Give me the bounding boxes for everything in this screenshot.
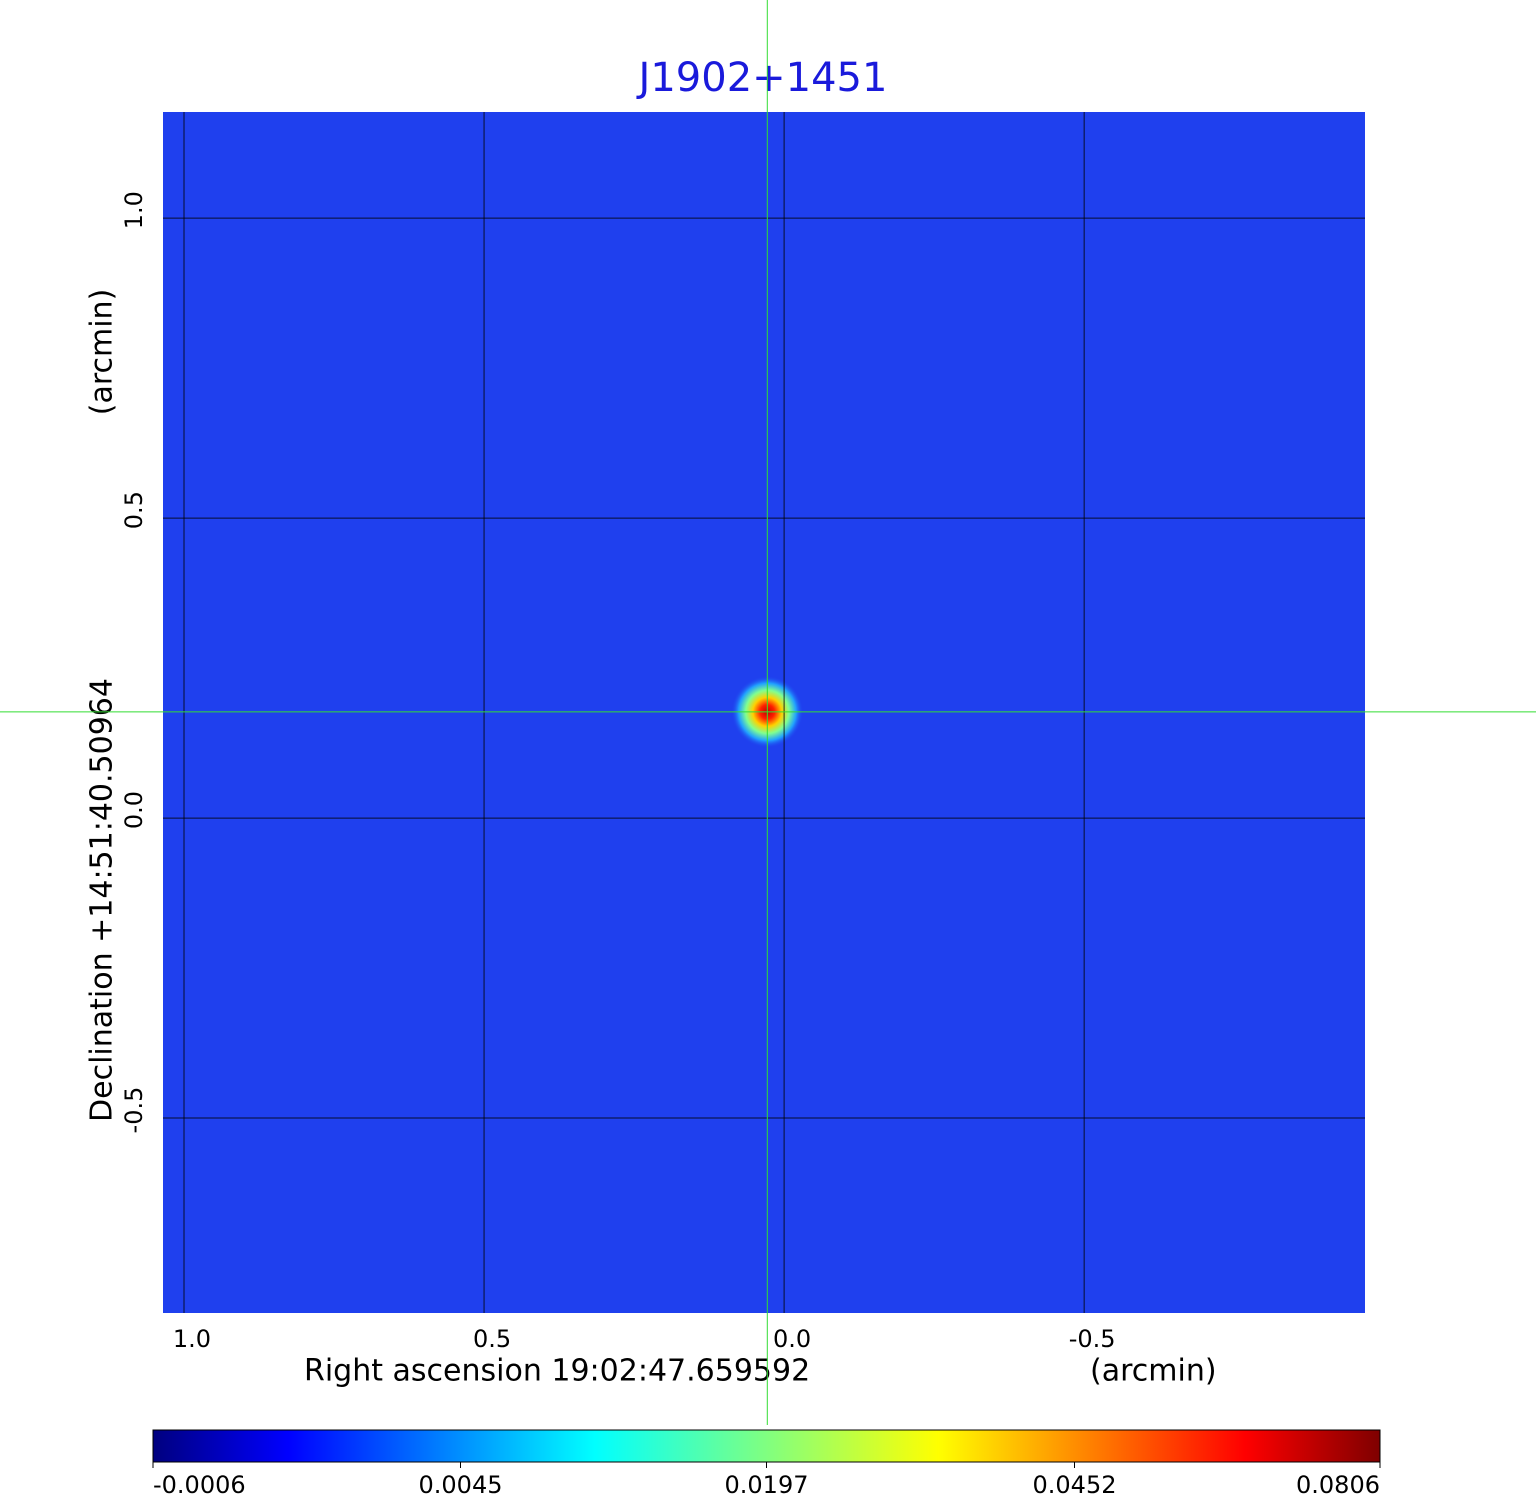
x-axis-unit: (arcmin) [1090, 1354, 1217, 1389]
y-tick-label: 1.0 [120, 191, 148, 229]
y-tick-label: -0.5 [120, 1087, 148, 1134]
x-axis-label: Right ascension 19:02:47.659592 [304, 1354, 810, 1389]
chart-title: J1902+1451 [636, 55, 888, 101]
x-tick-label: -0.5 [1069, 1325, 1116, 1353]
y-axis-label: Declination +14:51:40.50964 [85, 678, 120, 1122]
x-tick-label: 0.5 [473, 1325, 511, 1353]
colorbar-tick-label: -0.0006 [153, 1471, 246, 1499]
y-tick-label: 0.0 [120, 791, 148, 829]
colorbar-tick-label: 0.0452 [1033, 1471, 1117, 1499]
colorbar [152, 1429, 1381, 1463]
y-tick-label: 0.5 [120, 491, 148, 529]
x-tick-label: 1.0 [173, 1325, 211, 1353]
y-axis-unit: (arcmin) [85, 289, 120, 416]
colorbar-tick-label: 0.0197 [725, 1471, 809, 1499]
colorbar-tick-label: 0.0045 [419, 1471, 503, 1499]
x-tick-label: 0.0 [773, 1325, 811, 1353]
colorbar-tick-label: 0.0806 [1296, 1471, 1380, 1499]
